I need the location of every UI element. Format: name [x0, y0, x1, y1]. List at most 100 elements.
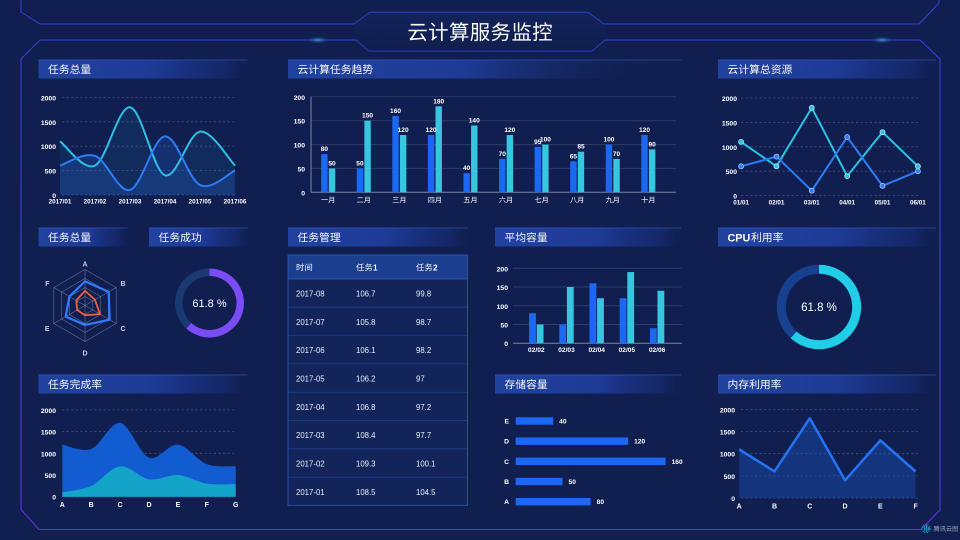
svg-text:A: A [737, 504, 742, 511]
svg-text:97.7: 97.7 [416, 431, 431, 440]
svg-text:50: 50 [356, 160, 364, 167]
svg-text:F: F [913, 504, 918, 511]
svg-text:02/06: 02/06 [649, 347, 666, 354]
svg-text:1500: 1500 [41, 430, 56, 437]
svg-text:120: 120 [426, 127, 437, 134]
svg-text:1: 1 [373, 263, 378, 272]
svg-text:500: 500 [726, 169, 738, 176]
svg-text:160: 160 [672, 459, 683, 466]
svg-text:500: 500 [45, 473, 57, 480]
svg-text:E: E [878, 504, 883, 511]
svg-text:1000: 1000 [41, 144, 56, 151]
svg-text:05/01: 05/01 [875, 200, 891, 207]
svg-text:E: E [504, 419, 509, 426]
svg-text:50: 50 [328, 160, 336, 167]
svg-text:160: 160 [390, 108, 401, 115]
svg-text:06/01: 06/01 [910, 200, 926, 207]
svg-text:97: 97 [416, 375, 425, 384]
svg-text:1500: 1500 [41, 120, 56, 127]
svg-text:D: D [146, 502, 151, 509]
svg-text:70: 70 [499, 151, 507, 158]
svg-text:100.1: 100.1 [416, 459, 436, 468]
svg-text:2017/01: 2017/01 [49, 199, 72, 206]
svg-text:61.8 %: 61.8 % [801, 302, 837, 314]
svg-text:C: C [118, 502, 123, 509]
svg-text:CPU: CPU [728, 232, 751, 244]
svg-text:2017/05: 2017/05 [189, 199, 212, 206]
svg-text:1000: 1000 [720, 452, 735, 459]
svg-text:120: 120 [398, 127, 409, 134]
svg-text:A: A [504, 499, 509, 506]
svg-text:106.1: 106.1 [356, 346, 376, 355]
svg-text:2017/06: 2017/06 [224, 199, 247, 206]
svg-text:2017-03: 2017-03 [296, 431, 325, 440]
svg-text:100: 100 [540, 137, 551, 144]
svg-text:2000: 2000 [722, 96, 737, 103]
svg-text:40: 40 [559, 419, 567, 426]
svg-text:98.2: 98.2 [416, 346, 431, 355]
svg-text:500: 500 [45, 168, 57, 175]
svg-text:A: A [82, 262, 87, 269]
svg-text:2017/03: 2017/03 [119, 199, 142, 206]
svg-text:61.8 %: 61.8 % [192, 298, 226, 310]
svg-text:100: 100 [603, 137, 614, 144]
svg-text:108.5: 108.5 [356, 488, 376, 497]
svg-text:1000: 1000 [722, 145, 737, 152]
svg-text:D: D [82, 351, 87, 358]
svg-text:150: 150 [294, 119, 306, 126]
svg-text:500: 500 [724, 474, 736, 481]
svg-text:150: 150 [362, 113, 373, 120]
svg-text:1500: 1500 [722, 120, 737, 127]
svg-text:01/01: 01/01 [733, 200, 749, 207]
svg-text:180: 180 [433, 98, 444, 105]
svg-text:02/03: 02/03 [558, 347, 575, 354]
svg-text:98.7: 98.7 [416, 318, 431, 327]
svg-text:140: 140 [469, 117, 480, 124]
svg-text:100: 100 [497, 304, 509, 311]
svg-text:80: 80 [597, 499, 605, 506]
svg-text:0: 0 [52, 193, 56, 200]
svg-text:150: 150 [497, 285, 509, 292]
svg-text:95: 95 [534, 139, 542, 146]
svg-text:0: 0 [301, 190, 305, 197]
svg-text:C: C [121, 326, 126, 333]
svg-text:04/01: 04/01 [839, 200, 855, 207]
svg-text:40: 40 [463, 165, 471, 172]
svg-text:200: 200 [294, 95, 306, 102]
svg-text:2017-01: 2017-01 [296, 488, 325, 497]
svg-text:80: 80 [321, 146, 329, 153]
svg-text:104.5: 104.5 [416, 488, 436, 497]
svg-text:A: A [60, 502, 65, 509]
svg-text:03/01: 03/01 [804, 200, 820, 207]
svg-text:D: D [504, 439, 509, 446]
svg-text:108.4: 108.4 [356, 431, 376, 440]
svg-text:E: E [176, 502, 181, 509]
svg-text:99.8: 99.8 [416, 290, 431, 299]
svg-text:F: F [45, 281, 50, 288]
svg-text:106.8: 106.8 [356, 403, 376, 412]
svg-text:E: E [45, 326, 50, 333]
svg-text:D: D [843, 504, 848, 511]
svg-text:2000: 2000 [41, 96, 56, 103]
svg-text:02/01: 02/01 [769, 200, 785, 207]
svg-text:120: 120 [634, 439, 645, 446]
svg-text:C: C [807, 504, 812, 511]
svg-text:106.2: 106.2 [356, 375, 376, 384]
svg-text:0: 0 [733, 194, 737, 201]
svg-text:G: G [233, 502, 239, 509]
svg-text:2017-04: 2017-04 [296, 403, 325, 412]
svg-text:B: B [504, 479, 509, 486]
svg-text:106.7: 106.7 [356, 290, 376, 299]
svg-text:50: 50 [569, 479, 577, 486]
svg-text:C: C [504, 459, 509, 466]
svg-text:105.8: 105.8 [356, 318, 376, 327]
svg-text:90: 90 [648, 141, 656, 148]
svg-text:2000: 2000 [41, 408, 56, 415]
svg-text:50: 50 [500, 322, 508, 329]
svg-text:100: 100 [294, 143, 306, 150]
svg-text:0: 0 [52, 495, 56, 502]
svg-text:85: 85 [577, 144, 585, 151]
svg-text:2017/02: 2017/02 [84, 199, 107, 206]
svg-text:70: 70 [613, 151, 621, 158]
svg-text:120: 120 [639, 127, 650, 134]
